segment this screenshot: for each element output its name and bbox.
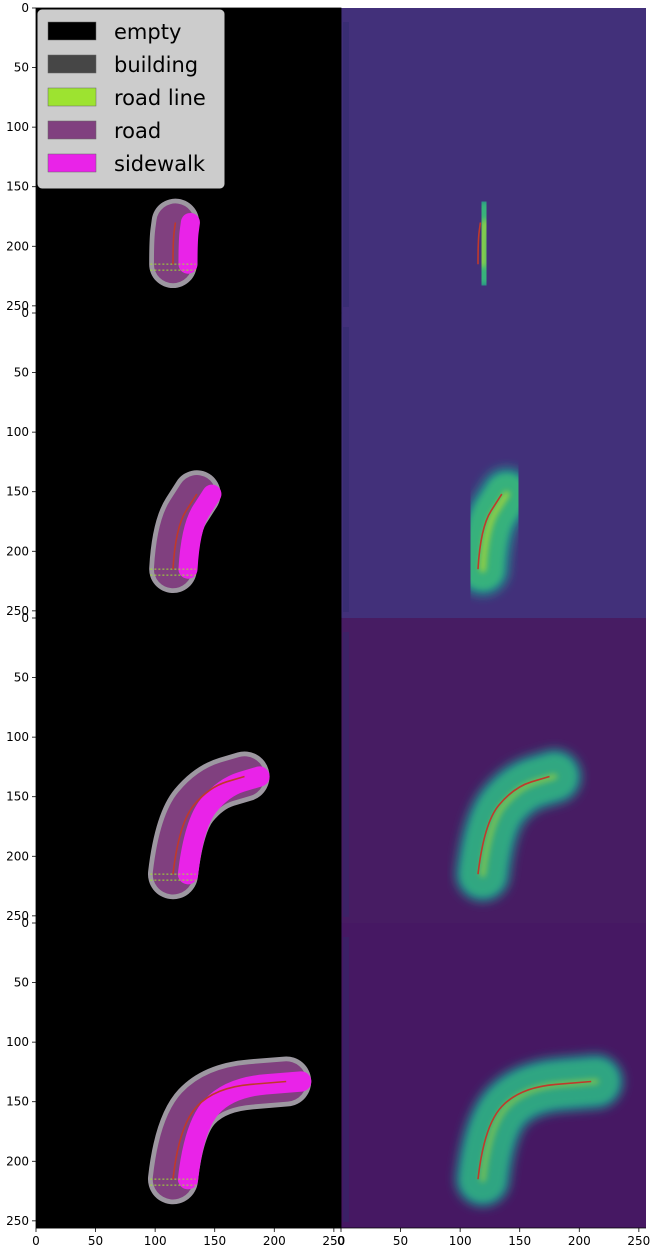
y-tick-label: 100	[6, 730, 29, 744]
heat-core	[479, 773, 558, 878]
y-tick-label: 100	[6, 425, 29, 439]
y-tick-label: 50	[14, 366, 29, 380]
y-tick-label: 0	[21, 1, 29, 15]
y-tick-label: 150	[6, 790, 29, 804]
heatmap-panel-4	[341, 923, 646, 1228]
y-tick-label: 250	[6, 299, 29, 313]
x-tick-label: 250	[322, 1234, 345, 1248]
x-tick-label: 50	[88, 1234, 103, 1248]
y-tick-label: 50	[14, 61, 29, 75]
legend-label-empty: empty	[114, 20, 181, 44]
x-tick-label: 250	[627, 1234, 650, 1248]
legend-swatch-road	[47, 120, 97, 140]
sidewalk-area	[178, 212, 200, 274]
heatmap-edge-artifact	[343, 22, 349, 307]
y-tick-label: 0	[21, 611, 29, 625]
segmentation-panel-3	[36, 618, 341, 923]
x-tick-label: 0	[32, 1234, 40, 1248]
y-tick-label: 250	[6, 604, 29, 618]
heatmap-edge-artifact	[343, 327, 349, 612]
x-tick-label: 150	[508, 1234, 531, 1248]
legend-frame	[37, 9, 225, 189]
heatmap-panel-2	[341, 313, 646, 618]
y-tick-label: 100	[6, 120, 29, 134]
x-tick-label: 50	[393, 1234, 408, 1248]
x-tick-label: 200	[568, 1234, 591, 1248]
y-tick-label: 250	[6, 909, 29, 923]
y-tick-label: 0	[21, 916, 29, 930]
heatmap-panel-3	[341, 618, 646, 923]
legend-label-road: road	[114, 119, 161, 143]
y-tick-label: 150	[6, 180, 29, 194]
axes-group: 0501001502002500501001502002500501001502…	[6, 1, 650, 1248]
trajectory-path	[172, 775, 245, 875]
legend-swatch-building	[47, 54, 97, 74]
y-tick-label: 150	[6, 1095, 29, 1109]
y-tick-label: 150	[6, 485, 29, 499]
x-tick-label: 100	[449, 1234, 472, 1248]
x-tick-label: 200	[263, 1234, 286, 1248]
y-tick-label: 200	[6, 239, 29, 253]
legend-label-building: building	[114, 53, 198, 77]
y-tick-label: 200	[6, 1154, 29, 1168]
y-tick-label: 50	[14, 671, 29, 685]
legend-swatch-empty	[47, 21, 97, 41]
trajectory-path	[172, 493, 198, 570]
legend-swatch-sidewalk	[47, 153, 97, 173]
trajectory-path	[477, 1080, 592, 1180]
heatmap-edge-artifact	[343, 937, 349, 1222]
sidewalk-area	[177, 766, 270, 885]
legend: empty building road line road sidewalk	[37, 9, 225, 189]
heatmap-edge-artifact	[343, 632, 349, 917]
trajectory-path	[477, 493, 503, 570]
y-tick-label: 250	[6, 1214, 29, 1228]
heat-core	[479, 1078, 599, 1183]
legend-label-road-line: road line	[114, 86, 206, 110]
segmentation-panel-2	[36, 313, 341, 618]
x-tick-label: 100	[144, 1234, 167, 1248]
y-tick-label: 100	[6, 1035, 29, 1049]
legend-label-sidewalk: sidewalk	[114, 152, 206, 176]
sidewalk-area	[177, 1071, 312, 1190]
heat-core	[479, 219, 489, 268]
trajectory-path	[477, 222, 482, 265]
heat-core	[479, 491, 510, 573]
panels-group	[36, 8, 646, 1228]
x-tick-label: 150	[203, 1234, 226, 1248]
trajectory-path	[172, 222, 177, 265]
legend-swatch-road-line	[47, 87, 97, 107]
sidewalk-area	[178, 484, 222, 579]
y-tick-label: 200	[6, 544, 29, 558]
trajectory-path	[172, 1080, 287, 1180]
y-tick-label: 0	[21, 306, 29, 320]
heatmap-panel-1	[341, 8, 646, 313]
trajectory-path	[477, 775, 550, 875]
y-tick-label: 50	[14, 976, 29, 990]
segmentation-panel-4	[36, 923, 341, 1228]
x-tick-label: 0	[337, 1234, 345, 1248]
y-tick-label: 200	[6, 849, 29, 863]
